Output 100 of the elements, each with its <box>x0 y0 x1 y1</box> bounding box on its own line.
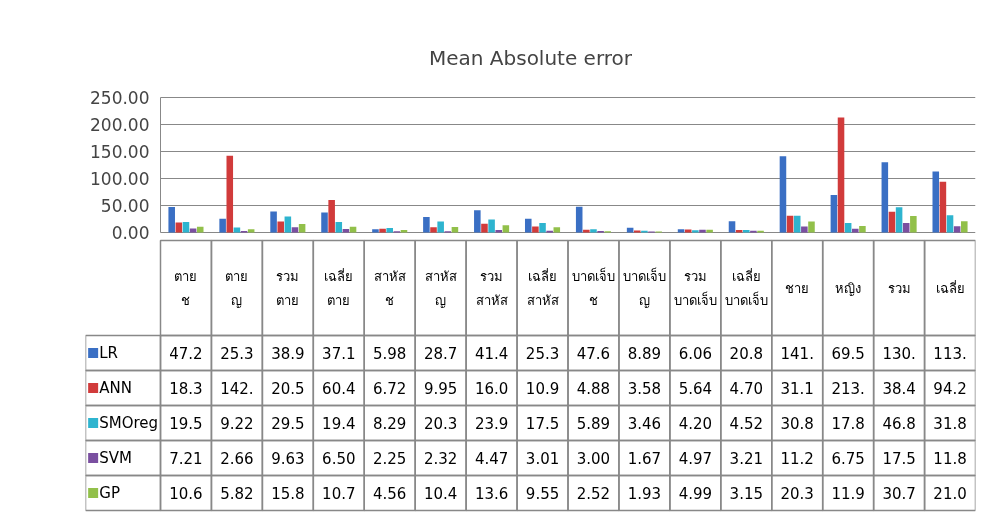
legend-label: SVM <box>99 449 132 467</box>
data-label: 10.4 <box>423 485 458 503</box>
data-label: 11.8 <box>933 450 967 468</box>
bar <box>298 223 306 233</box>
data-label: 8.29 <box>373 415 407 433</box>
data-label: 4.97 <box>678 450 713 468</box>
data-label: 20.3 <box>423 415 458 433</box>
x-tick-label: รวม <box>887 280 911 296</box>
bar <box>583 229 590 233</box>
data-label: 1.93 <box>627 485 662 503</box>
data-label: 4.88 <box>576 380 611 398</box>
bar <box>321 212 328 233</box>
data-label: 37.1 <box>322 345 356 363</box>
bar <box>881 162 889 233</box>
x-tick-label: ตาย ช <box>174 268 198 308</box>
bar <box>888 211 896 233</box>
data-label: 3.46 <box>627 415 662 433</box>
data-label: 16.0 <box>474 380 509 398</box>
bar <box>743 230 750 233</box>
bar <box>488 219 495 233</box>
bar <box>910 215 917 233</box>
data-label: 69.5 <box>831 345 865 363</box>
bar <box>196 226 204 233</box>
bar <box>226 155 234 233</box>
x-tick-label: เฉลี่ย ตาย <box>324 267 354 308</box>
y-tick-label: 0.00 <box>111 223 150 243</box>
data-label: 6.75 <box>831 450 865 468</box>
y-tick-label: 200.00 <box>90 115 150 135</box>
data-label: 5.64 <box>678 380 713 398</box>
bar <box>430 227 437 233</box>
bar <box>219 218 226 233</box>
bar <box>808 221 815 233</box>
bar <box>801 226 808 233</box>
bar <box>379 228 386 233</box>
bar <box>946 215 954 233</box>
x-tick-label: เฉลี่ย สาหัส <box>526 267 559 308</box>
data-label: 38.9 <box>271 345 305 363</box>
data-label: 46.8 <box>882 415 916 433</box>
bar <box>706 229 713 233</box>
data-label: 213. <box>831 380 865 398</box>
data-label: 6.06 <box>678 345 713 363</box>
x-tick-label: เฉลี่ย บาดเจ็บ <box>724 267 768 308</box>
data-label: 13.6 <box>474 485 509 503</box>
data-label: 41.4 <box>474 345 509 363</box>
bar <box>830 194 838 233</box>
y-tick-label: 250.00 <box>90 88 150 108</box>
data-label: 141. <box>780 345 814 363</box>
bar <box>699 229 706 233</box>
data-label: 19.4 <box>322 415 356 433</box>
data-label: 5.82 <box>220 485 254 503</box>
data-label: 5.98 <box>373 345 407 363</box>
data-label: 60.4 <box>322 380 356 398</box>
x-tick-label: สาหัส ญ <box>424 268 457 308</box>
bar <box>953 226 961 233</box>
bar <box>481 223 488 233</box>
x-tick-label: ชาย <box>785 280 810 296</box>
bar <box>626 227 634 233</box>
data-label: 10.9 <box>525 380 560 398</box>
x-tick-label: รวม สาหัส <box>475 268 508 308</box>
data-label: 23.9 <box>474 415 509 433</box>
bar <box>677 229 685 233</box>
data-label: 11.2 <box>780 450 814 468</box>
bar <box>437 221 444 233</box>
legend-label: GP <box>99 484 120 502</box>
bar <box>495 230 503 233</box>
bar <box>233 227 241 233</box>
bar <box>859 226 866 233</box>
bar <box>539 223 546 233</box>
data-label: 9.63 <box>271 450 305 468</box>
data-label: 4.99 <box>678 485 713 503</box>
data-label: 17.5 <box>882 450 916 468</box>
bar <box>284 216 292 233</box>
y-tick-label: 150.00 <box>90 142 150 162</box>
x-tick-label: บาดเจ็บ ญ <box>622 266 666 308</box>
data-label: 10.7 <box>322 485 356 503</box>
data-label: 31.1 <box>780 380 814 398</box>
legend-label: SMOreg <box>99 414 159 432</box>
data-label: 18.3 <box>169 380 203 398</box>
data-label: 25.3 <box>220 345 254 363</box>
bar <box>844 222 852 233</box>
x-tick-label: สาหัส ช <box>373 268 406 308</box>
data-label: 31.8 <box>933 415 967 433</box>
data-label: 47.6 <box>576 345 611 363</box>
bar <box>590 229 597 233</box>
data-label: 47.2 <box>169 345 203 363</box>
bar <box>270 211 277 233</box>
data-label: 130. <box>882 345 916 363</box>
x-tick-label: เฉลี่ย <box>935 279 965 296</box>
bar <box>852 228 859 233</box>
bar <box>895 207 903 233</box>
bar <box>779 156 787 233</box>
x-tick-label: ตาย ญ <box>225 268 249 308</box>
bar <box>372 229 379 233</box>
bar <box>553 227 561 233</box>
bar <box>189 228 197 233</box>
data-label: 20.3 <box>780 485 814 503</box>
data-label: 2.32 <box>423 450 458 468</box>
chart-title: Mean Absolute error <box>428 45 633 70</box>
data-label: 11.9 <box>831 485 865 503</box>
data-label: 17.5 <box>525 415 560 433</box>
